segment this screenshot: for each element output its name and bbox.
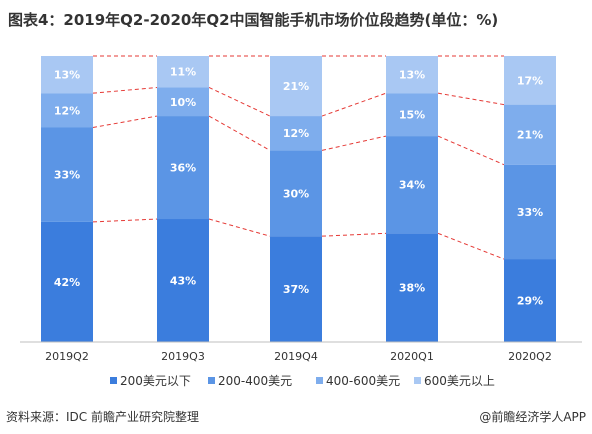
- connector-line: [437, 135, 505, 166]
- bar-segment: [41, 127, 93, 222]
- bar-segment: [504, 259, 556, 342]
- legend-swatch: [316, 377, 323, 384]
- connector-line: [321, 92, 387, 117]
- data-label: 13%: [399, 69, 425, 82]
- legend-label: 400-600美元: [326, 374, 400, 388]
- data-label: 43%: [170, 275, 196, 288]
- data-label: 34%: [399, 179, 425, 192]
- data-label: 12%: [54, 104, 80, 117]
- source-note: 资料来源：IDC 前瞻产业研究院整理: [6, 410, 199, 424]
- data-label: 11%: [170, 66, 196, 79]
- legend-swatch: [414, 377, 421, 384]
- data-label: 38%: [399, 282, 425, 295]
- connector-line: [321, 232, 387, 237]
- data-label: 29%: [517, 295, 543, 308]
- bar-segment: [270, 56, 322, 117]
- data-label: 13%: [54, 69, 80, 82]
- legend-label: 600美元以上: [424, 374, 495, 388]
- connector-line: [437, 92, 505, 106]
- bar-group: 42% 43% 37% 38% 29% 33% 36% 30% 34% 33% 12% 10% 12% 1…: [41, 56, 556, 342]
- data-label: 15%: [399, 109, 425, 122]
- bar-segment: [386, 136, 438, 234]
- bar-segment: [504, 164, 556, 260]
- connector-line: [92, 115, 158, 128]
- bar-segment: [270, 236, 322, 342]
- bar-segment: [504, 104, 556, 165]
- bar-segment: [157, 87, 209, 117]
- data-label: 36%: [170, 162, 196, 175]
- bar-segment: [270, 116, 322, 151]
- x-tick-label: 2019Q2: [45, 350, 89, 363]
- data-label: 42%: [54, 276, 80, 289]
- bar-segment: [386, 233, 438, 342]
- connector-line: [208, 218, 271, 237]
- bar-segment: [504, 56, 556, 105]
- legend-swatch: [110, 377, 117, 384]
- data-label: 12%: [283, 127, 309, 140]
- x-tick-label: 2020Q2: [508, 350, 552, 363]
- legend-label: 200美元以下: [120, 374, 191, 388]
- x-tick-label: 2019Q4: [274, 350, 318, 363]
- data-label: 37%: [283, 283, 309, 296]
- connector-line: [208, 115, 271, 151]
- bar-segment: [41, 56, 93, 94]
- brand-note: @前瞻经济学人APP: [479, 410, 586, 424]
- data-label: 21%: [283, 80, 309, 93]
- bar-segment: [386, 56, 438, 94]
- connector-line: [92, 86, 158, 94]
- connector-line: [92, 218, 158, 223]
- x-tick-label: 2019Q3: [161, 350, 205, 363]
- legend-label: 200-400美元: [218, 374, 292, 388]
- connector-line: [321, 135, 387, 151]
- connector-lines: [92, 55, 505, 260]
- bar-segment: [386, 93, 438, 137]
- connector-line: [208, 87, 271, 117]
- data-label: 17%: [517, 74, 543, 87]
- bar-segment: [157, 56, 209, 88]
- bar-segment: [270, 150, 322, 237]
- legend-swatch: [208, 377, 215, 384]
- data-label: 33%: [54, 169, 80, 182]
- bar-segment: [157, 219, 209, 342]
- x-tick-labels: 2019Q2 2019Q3 2019Q4 2020Q1 2020Q2: [45, 350, 552, 363]
- legend: 200美元以下 200-400美元 400-600美元 600美元以上: [110, 374, 495, 388]
- connector-line: [437, 232, 505, 260]
- chart-title: 图表4：2019年Q2-2020年Q2中国智能手机市场价位段趋势(单位：%): [8, 11, 499, 29]
- bar-segment: [41, 221, 93, 342]
- bar-segment: [157, 116, 209, 220]
- bar-segment: [41, 93, 93, 128]
- data-label: 21%: [517, 129, 543, 142]
- data-label: 30%: [283, 187, 309, 200]
- x-tick-label: 2020Q1: [390, 350, 434, 363]
- data-label: 10%: [170, 96, 196, 109]
- data-label: 33%: [517, 206, 543, 219]
